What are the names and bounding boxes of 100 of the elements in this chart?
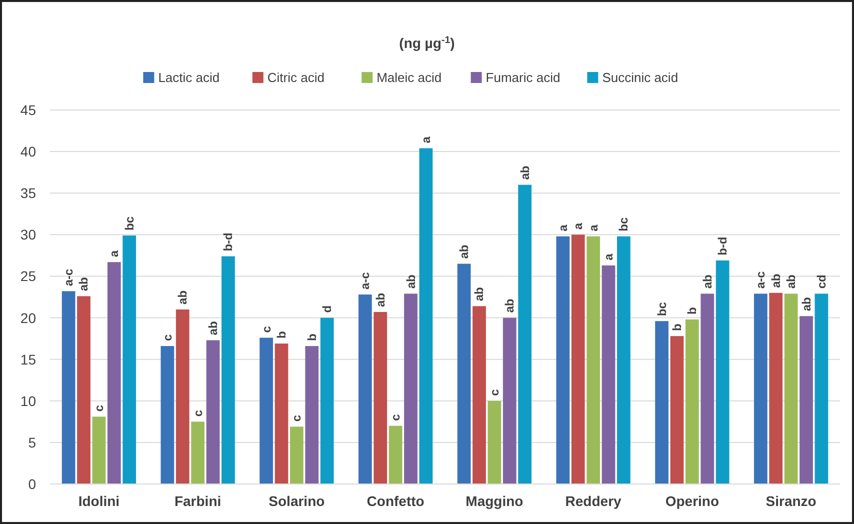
y-tick-label: 25: [20, 268, 36, 284]
legend-label: Maleic acid: [376, 70, 442, 85]
bar: [754, 294, 768, 484]
bar: [358, 294, 372, 484]
y-tick-label: 30: [20, 226, 36, 243]
x-tick-label: Maggino: [466, 493, 524, 509]
bar: [290, 426, 304, 484]
chart-title: (ng µg$^{-1}$): [399, 34, 455, 51]
data-label: ab: [700, 274, 714, 289]
bar: [374, 312, 388, 484]
bar: [320, 318, 334, 484]
x-tick-label: Operino: [665, 493, 720, 509]
bar: [769, 292, 783, 484]
data-label: bc: [654, 302, 669, 316]
bar: [160, 346, 174, 484]
data-label: c: [388, 414, 403, 421]
data-label: ab: [502, 298, 517, 313]
y-tick-label: 10: [20, 392, 36, 409]
data-label: a-c: [62, 268, 76, 286]
bar: [419, 148, 433, 484]
bar: [700, 294, 714, 484]
bar: [274, 344, 288, 484]
data-label: a: [571, 222, 586, 230]
data-label: c: [160, 334, 174, 342]
data-label: cd: [814, 274, 828, 289]
data-label: a: [586, 224, 600, 232]
legend-label: Lactic acid: [158, 70, 220, 85]
bar: [388, 426, 402, 484]
bar: [556, 236, 570, 484]
data-label: c: [92, 404, 106, 412]
bar: [814, 294, 828, 484]
data-label: bc: [616, 217, 631, 232]
y-tick-label: 45: [20, 102, 36, 118]
x-tick-label: Solarino: [268, 493, 325, 509]
data-label: ab: [457, 244, 472, 259]
data-label: b-d: [221, 232, 236, 252]
bar: [404, 294, 418, 484]
data-label: d: [320, 305, 334, 313]
data-label: b: [304, 334, 319, 342]
bar: [655, 321, 668, 484]
data-label: b: [685, 307, 700, 314]
data-label: a: [418, 136, 433, 144]
data-label: ab: [206, 321, 220, 336]
data-label: a: [556, 224, 570, 232]
bar: [260, 338, 273, 484]
bar: [571, 234, 585, 484]
legend-label: Fumaric acid: [486, 70, 560, 85]
bar: [222, 256, 235, 484]
data-label: ab: [784, 274, 798, 289]
data-label: bc: [122, 216, 136, 230]
bar: [472, 306, 486, 484]
bar: [77, 296, 90, 484]
bar: [191, 422, 204, 484]
bar: [617, 236, 630, 484]
bar: [602, 265, 616, 484]
bar: [502, 318, 516, 484]
bar: [122, 236, 136, 484]
x-tick-label: Idolini: [78, 493, 120, 509]
x-tick-label: Farbini: [174, 493, 222, 509]
data-label: c: [487, 388, 502, 396]
data-label: c: [190, 410, 205, 417]
x-tick-label: Confetto: [366, 493, 424, 509]
legend-label: Succinic acid: [602, 70, 678, 85]
x-tick-label: Reddery: [565, 493, 622, 509]
y-tick-label: 40: [20, 144, 36, 160]
y-tick-label: 20: [20, 310, 36, 326]
data-label: b: [274, 331, 288, 339]
bar: [206, 340, 220, 484]
data-label: ab: [472, 287, 486, 302]
bar: [670, 336, 684, 484]
bar: [686, 319, 699, 484]
bar: [176, 309, 190, 484]
data-label: ab: [799, 297, 814, 312]
bar: [107, 262, 121, 484]
bar: [716, 260, 730, 484]
data-label: a-c: [754, 271, 768, 289]
legend-label: Citric acid: [267, 70, 324, 85]
data-label: ab: [176, 290, 190, 304]
data-label: a: [107, 250, 122, 258]
data-label: ab: [768, 274, 783, 288]
y-tick-label: 5: [28, 434, 36, 450]
data-label: b: [670, 324, 684, 332]
y-tick-label: 15: [20, 351, 36, 368]
bar: [305, 346, 319, 484]
y-tick-label: 35: [20, 185, 36, 202]
data-label: ab: [76, 277, 91, 292]
bar: [518, 184, 532, 484]
data-label: ab: [404, 274, 418, 289]
bar: [800, 316, 813, 484]
data-label: b-d: [716, 236, 730, 256]
data-label: ab: [518, 166, 532, 180]
bar: [62, 291, 76, 484]
data-label: ab: [373, 292, 388, 307]
data-label: c: [259, 326, 274, 333]
bar: [784, 294, 798, 484]
x-tick-label: Siranzo: [766, 493, 816, 509]
bar: [488, 400, 502, 484]
data-label: a-c: [358, 272, 372, 290]
bar: [586, 236, 600, 484]
bar: [457, 264, 471, 484]
